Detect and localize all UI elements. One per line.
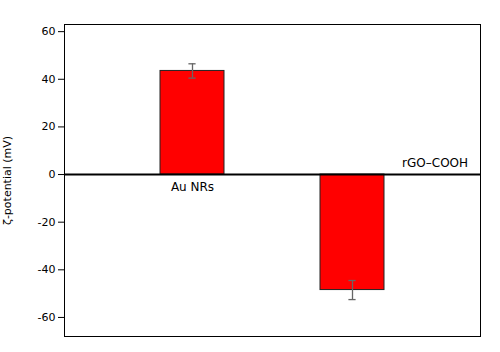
svg-text:ζ-potential (mV): ζ-potential (mV) — [1, 136, 14, 225]
svg-text:0: 0 — [49, 168, 56, 181]
svg-text:60: 60 — [42, 25, 56, 38]
svg-text:20: 20 — [42, 120, 56, 133]
svg-text:40: 40 — [42, 73, 56, 86]
svg-text:Au NRs: Au NRs — [171, 180, 214, 194]
svg-text:-20: -20 — [38, 216, 56, 229]
svg-text:-60: -60 — [38, 311, 56, 324]
svg-text:-40: -40 — [38, 263, 56, 276]
svg-text:rGO–COOH: rGO–COOH — [402, 156, 468, 170]
